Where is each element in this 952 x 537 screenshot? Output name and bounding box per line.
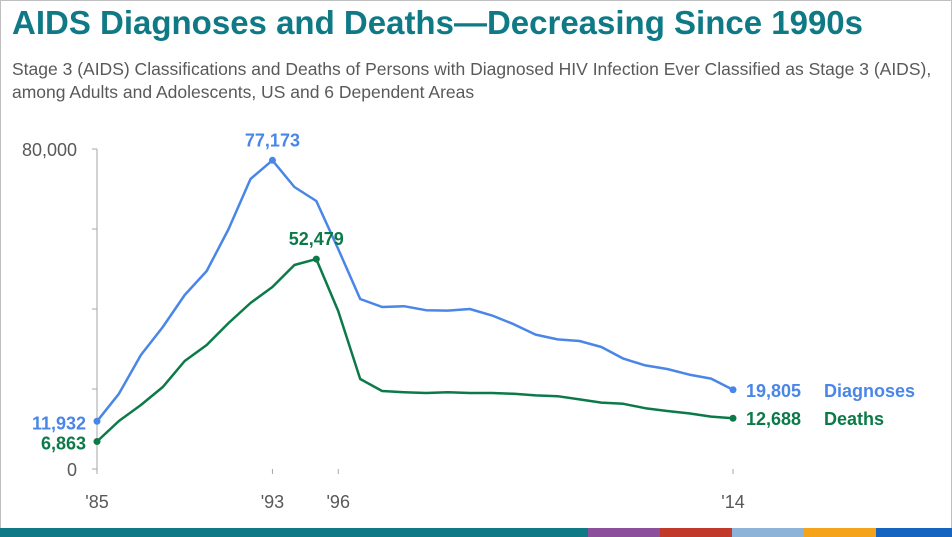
footer-bar-segment <box>588 528 660 537</box>
x-tick-label: '85 <box>85 492 108 512</box>
data-point-peak-diagnoses <box>268 156 276 164</box>
page-title: AIDS Diagnoses and Deaths—Decreasing Sin… <box>12 4 864 41</box>
data-point-end-deaths <box>729 414 737 422</box>
legend-label-diagnoses: Diagnoses <box>824 381 915 401</box>
data-label-end-deaths: 12,688 <box>746 409 801 429</box>
data-point-start-deaths <box>93 438 101 446</box>
data-label-start-deaths: 6,863 <box>41 434 86 454</box>
footer-bar-segment <box>0 528 588 537</box>
data-point-peak-deaths <box>312 255 320 263</box>
y-tick-label: 80,000 <box>22 140 77 160</box>
footer-bar-segment <box>660 528 732 537</box>
data-label-peak-deaths: 52,479 <box>289 229 344 249</box>
series-line-deaths <box>96 257 734 443</box>
footer-bar-segment <box>732 528 804 537</box>
page-subtitle: Stage 3 (AIDS) Classifications and Death… <box>12 59 932 102</box>
legend-label-deaths: Deaths <box>824 409 884 429</box>
series-line-diagnoses <box>96 159 734 423</box>
footer-bar-segment <box>804 528 876 537</box>
footer-bar-segment <box>876 528 952 537</box>
data-point-start-diagnoses <box>93 417 101 425</box>
data-label-peak-diagnoses: 77,173 <box>245 130 300 150</box>
x-tick-label: '96 <box>327 492 350 512</box>
x-tick-label: '14 <box>721 492 744 512</box>
data-label-end-diagnoses: 19,805 <box>746 381 801 401</box>
data-point-end-diagnoses <box>729 386 737 394</box>
data-label-start-diagnoses: 11,932 <box>32 413 86 433</box>
x-tick-label: '93 <box>261 492 284 512</box>
y-tick-label: 0 <box>67 460 77 480</box>
